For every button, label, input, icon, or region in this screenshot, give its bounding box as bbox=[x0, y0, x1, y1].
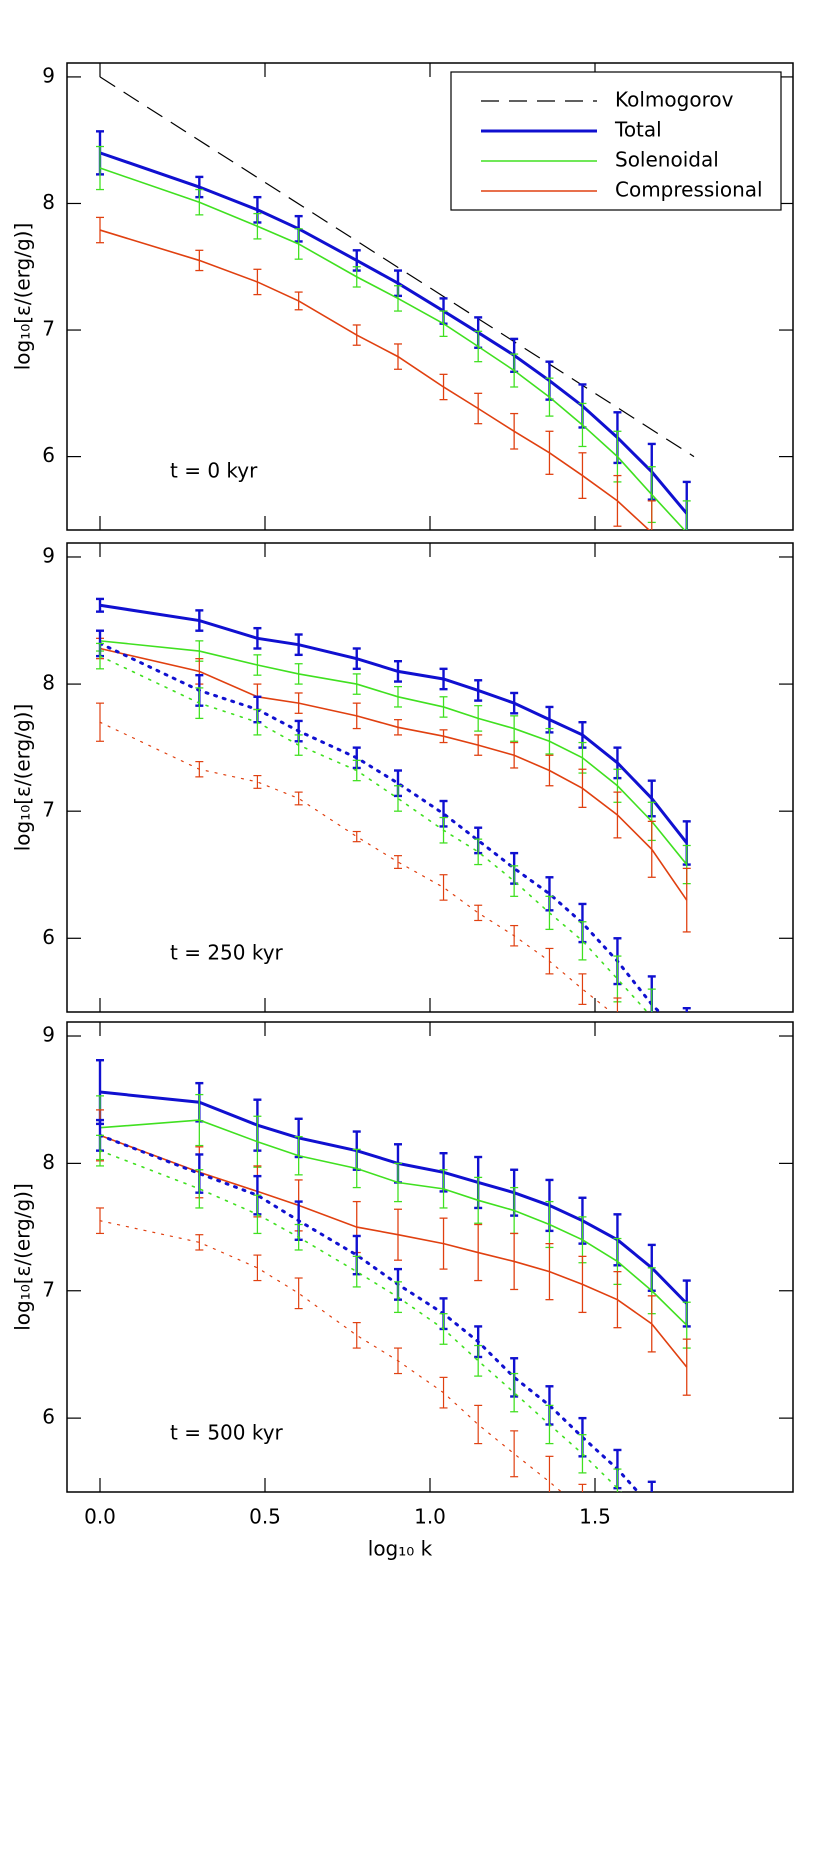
y-tick-label: 8 bbox=[42, 1150, 55, 1174]
series-line bbox=[99, 1220, 563, 1492]
annotation: t = 0 kyr bbox=[170, 459, 258, 483]
series-line bbox=[99, 1090, 688, 1305]
x-tick-label: 0.0 bbox=[84, 1505, 116, 1529]
y-tick-label: 8 bbox=[42, 190, 55, 214]
x-tick-label: 0.5 bbox=[249, 1505, 281, 1529]
y-tick-label: 7 bbox=[42, 317, 55, 341]
series-line bbox=[98, 641, 662, 1012]
y-tick-label: 9 bbox=[42, 63, 55, 87]
series-line bbox=[99, 1119, 688, 1326]
series-line bbox=[99, 721, 613, 1012]
plot-area bbox=[96, 597, 691, 1012]
y-tick-label: 9 bbox=[42, 1023, 55, 1047]
y-axis-label: log₁₀[ε/(erg/g)] bbox=[11, 1183, 35, 1331]
series-line bbox=[98, 1133, 641, 1492]
series-line bbox=[99, 167, 686, 530]
series-line bbox=[99, 655, 649, 1012]
series-line bbox=[99, 76, 695, 458]
legend-box bbox=[450, 71, 782, 211]
legend-label: Compressional bbox=[615, 178, 763, 202]
y-tick-label: 9 bbox=[42, 543, 55, 567]
y-tick-label: 6 bbox=[42, 443, 55, 467]
series-line bbox=[99, 640, 688, 866]
series-line bbox=[99, 1149, 622, 1492]
series-line bbox=[99, 647, 688, 901]
plot-area bbox=[96, 76, 695, 530]
annotation: t = 250 kyr bbox=[170, 941, 284, 965]
series-line bbox=[99, 151, 688, 515]
plot-area bbox=[96, 1059, 691, 1492]
y-tick-label: 7 bbox=[42, 1277, 55, 1301]
series-line bbox=[99, 1134, 688, 1368]
annotation: t = 500 kyr bbox=[170, 1421, 284, 1445]
series-line bbox=[99, 603, 688, 844]
x-tick-label: 1.5 bbox=[579, 1505, 611, 1529]
x-tick-label: 1.0 bbox=[414, 1505, 446, 1529]
y-tick-label: 6 bbox=[42, 925, 55, 949]
y-tick-label: 7 bbox=[42, 798, 55, 822]
y-axis-label: log₁₀[ε/(erg/g)] bbox=[11, 223, 35, 371]
y-tick-label: 6 bbox=[42, 1405, 55, 1429]
series-line bbox=[99, 229, 651, 530]
x-axis-label: log₁₀ k bbox=[368, 1537, 433, 1561]
y-tick-label: 8 bbox=[42, 671, 55, 695]
legend-label: Total bbox=[614, 118, 662, 142]
legend-label: Kolmogorov bbox=[615, 88, 734, 112]
legend-label: Solenoidal bbox=[615, 148, 719, 172]
y-axis-label: log₁₀[ε/(erg/g)] bbox=[11, 704, 35, 852]
